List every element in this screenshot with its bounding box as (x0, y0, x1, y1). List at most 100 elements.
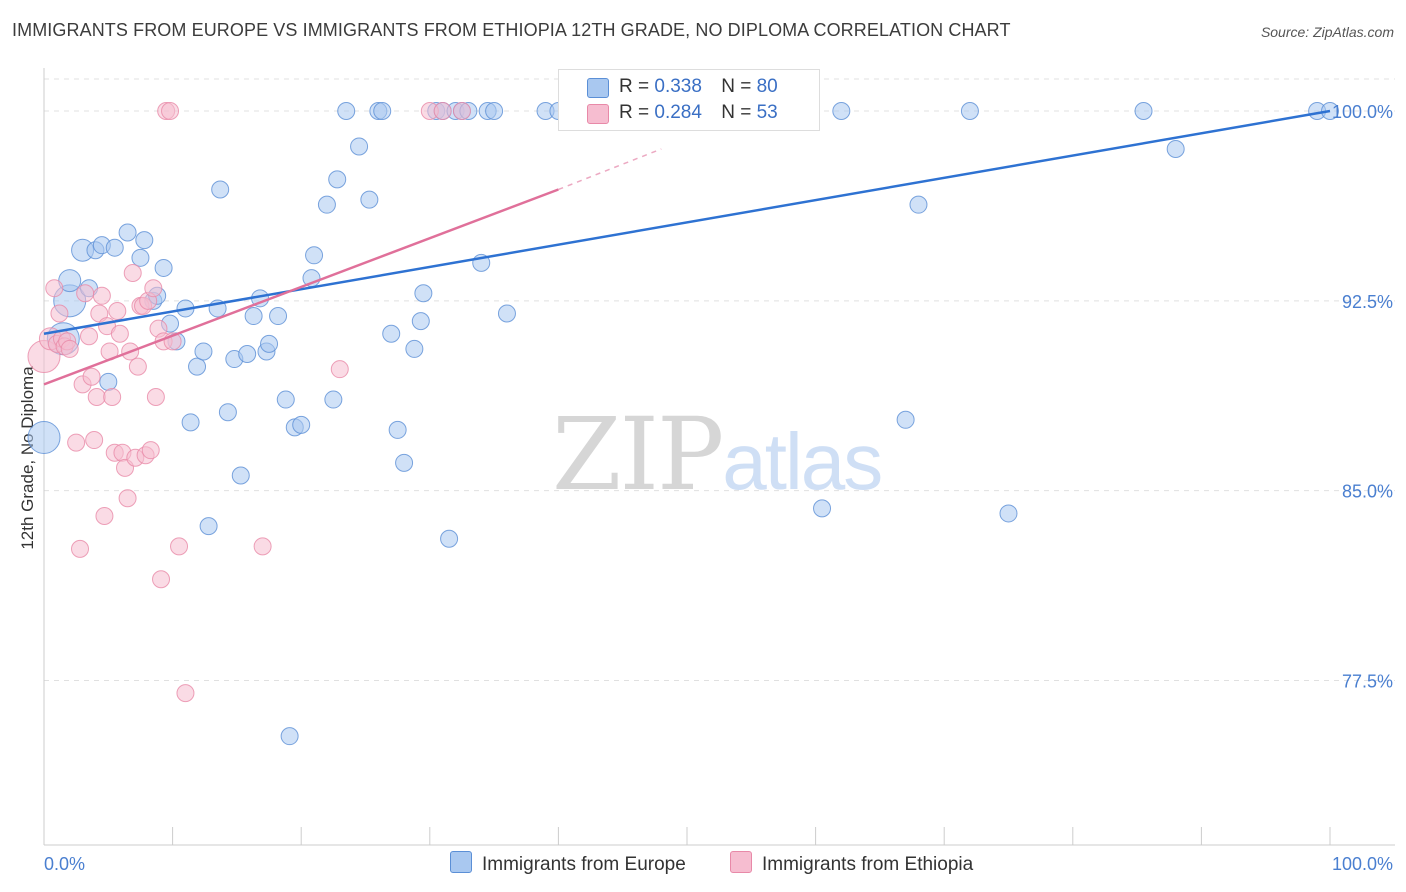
legend-swatch-ethiopia (730, 851, 752, 873)
ethiopia-point (82, 367, 101, 386)
europe-point (118, 223, 137, 242)
y-tick-label: 92.5% (1342, 292, 1393, 312)
europe-point (244, 307, 263, 326)
europe-point (909, 195, 928, 214)
europe-point (269, 307, 288, 326)
legend-swatch-europe (450, 851, 472, 873)
axes (43, 68, 1395, 846)
europe-point (280, 727, 299, 746)
ethiopia-point (76, 284, 95, 303)
y-axis-title: 12th Grade, No Diploma (18, 366, 37, 550)
ethiopia-point (103, 388, 122, 407)
ethiopia-point (67, 433, 86, 452)
ethiopia-point (80, 327, 99, 346)
europe-point (211, 180, 230, 199)
legend-r-value: 0.284 (654, 102, 702, 123)
europe-point (105, 238, 124, 257)
ethiopia-point (176, 684, 195, 703)
legend-r-label: R = (619, 102, 650, 123)
ethiopia-point (108, 301, 127, 320)
tick-labels: 77.5% 85.0% 92.5% 100.0% 0.0% 100.0% (44, 102, 1393, 874)
legend-item-ethiopia[interactable]: Immigrants from Ethiopia (730, 851, 973, 877)
europe-point (414, 284, 433, 303)
legend-swatch-europe (587, 78, 609, 98)
europe-point (440, 529, 459, 548)
legend-row-europe: R = 0.338 N = 80 (619, 76, 778, 98)
europe-point (199, 517, 218, 536)
europe-point (395, 453, 414, 472)
europe-point (292, 415, 311, 434)
ethiopia-point (141, 441, 160, 460)
ethiopia-point (330, 360, 349, 379)
ethiopia-point (87, 388, 106, 407)
europe-point (960, 102, 979, 121)
europe-point (388, 420, 407, 439)
ethiopia-trend-extension (558, 148, 662, 191)
ethiopia-trend-line (43, 188, 559, 386)
europe-point (324, 390, 343, 409)
europe-point (337, 102, 356, 121)
legend-n-label: N = (721, 102, 752, 123)
ethiopia-point (60, 339, 79, 358)
watermark-atlas: atlas (722, 417, 883, 506)
legend-n-value: 80 (756, 76, 778, 97)
chart-title: IMMIGRANTS FROM EUROPE VS IMMIGRANTS FRO… (12, 20, 1011, 40)
legend-label-ethiopia: Immigrants from Ethiopia (762, 854, 974, 875)
ethiopia-point (161, 102, 180, 121)
europe-point (188, 357, 207, 376)
ethiopia-point (152, 570, 171, 589)
legend-r-label: R = (619, 76, 650, 97)
europe-point (373, 102, 392, 121)
y-tick-label: 100.0% (1332, 102, 1393, 122)
ethiopia-point (45, 279, 64, 298)
europe-point (1166, 139, 1185, 158)
ethiopia-point (123, 264, 142, 283)
zipatlas-watermark: ZIPatlas (552, 396, 883, 513)
europe-point (497, 304, 516, 323)
y-axis-title-group: 12th Grade, No Diploma (18, 366, 37, 550)
europe-point (154, 258, 173, 277)
europe-point (813, 499, 832, 518)
legend-r-value: 0.338 (654, 76, 702, 97)
legend-n-value: 53 (756, 102, 778, 123)
europe-point (218, 403, 237, 422)
europe-point (360, 190, 379, 209)
legend-label-europe: Immigrants from Europe (482, 854, 686, 875)
europe-point (305, 246, 324, 265)
ethiopia-point (253, 537, 272, 556)
x-tick-label: 0.0% (44, 854, 85, 874)
trend-lines (43, 109, 1331, 386)
europe-point (382, 324, 401, 343)
legend-swatch-ethiopia (587, 104, 609, 124)
europe-point (238, 344, 257, 363)
grid-lines (44, 78, 1395, 681)
europe-point (276, 390, 295, 409)
legend-row-ethiopia: R = 0.284 N = 53 (619, 102, 778, 124)
europe-point (405, 339, 424, 358)
watermark-zip: ZIP (552, 396, 724, 513)
chart-source: Source: ZipAtlas.com (1260, 24, 1394, 40)
europe-point (131, 248, 150, 267)
europe-point (1134, 102, 1153, 121)
europe-point (181, 413, 200, 432)
europe-point (896, 410, 915, 429)
ethiopia-point (144, 279, 163, 298)
ethiopia-point (50, 304, 69, 323)
ethiopia-point (110, 324, 129, 343)
ethiopia-point (170, 537, 189, 556)
legend-n-label: N = (721, 76, 752, 97)
legend-item-europe[interactable]: Immigrants from Europe (450, 851, 686, 877)
ethiopia-point (146, 388, 165, 407)
europe-point (999, 504, 1018, 523)
europe-point (832, 102, 851, 121)
correlation-legend: R = 0.338 N = 80 R = 0.284 N = 53 (558, 69, 820, 131)
europe-trend-line (43, 109, 1331, 335)
ethiopia-point (433, 102, 452, 121)
y-tick-label: 85.0% (1342, 482, 1393, 502)
ethiopia-point (92, 286, 111, 305)
europe-point (260, 334, 279, 353)
europe-point (411, 312, 430, 331)
europe-point (194, 342, 213, 361)
ethiopia-point (71, 539, 90, 558)
